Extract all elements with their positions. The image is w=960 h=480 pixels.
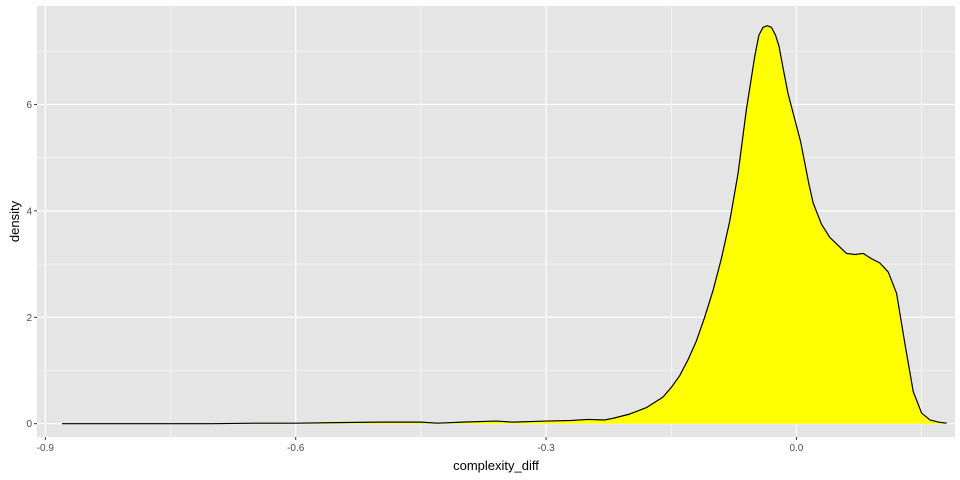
x-tick-label: -0.3 — [537, 443, 555, 454]
y-tick-label: 2 — [26, 313, 32, 324]
y-axis-title: density — [7, 200, 22, 242]
y-tick-label: 4 — [26, 206, 32, 217]
y-tick-label: 0 — [26, 419, 32, 430]
y-axis-ticks: 0 2 4 6 — [26, 100, 37, 430]
density-curve — [62, 25, 947, 425]
y-tick-label: 6 — [26, 100, 32, 111]
x-axis-ticks: -0.9 -0.6 -0.3 0.0 — [37, 437, 804, 454]
density-area — [62, 25, 947, 424]
x-axis-title: complexity_diff — [453, 458, 539, 473]
x-tick-label: -0.6 — [287, 443, 305, 454]
x-tick-label: -0.9 — [37, 443, 55, 454]
x-tick-label: 0.0 — [789, 443, 803, 454]
major-gridlines — [37, 6, 955, 437]
